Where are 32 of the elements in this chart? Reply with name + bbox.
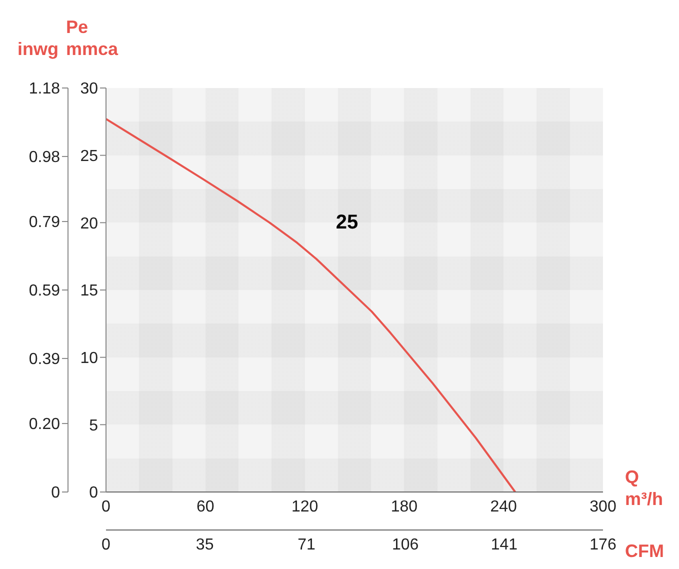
y2-tick-label: 0.59 <box>28 282 60 300</box>
y-axis-title: Pe mmca <box>66 16 118 60</box>
x-tick-label: 300 <box>590 498 616 516</box>
y2-tick-label: 0.39 <box>28 351 60 368</box>
y2-axis-title: inwg <box>18 39 58 59</box>
y2-tick-label: 0.79 <box>28 214 60 232</box>
x2-tick-label: 71 <box>298 536 316 554</box>
x-tick-label: 120 <box>291 498 318 516</box>
x-tick-label: 240 <box>490 498 518 516</box>
y2-tick-label: 0 <box>51 484 60 502</box>
y-tick-label: 20 <box>80 215 98 232</box>
y2-tick-label: 0.98 <box>28 149 60 166</box>
x-tick-label: 180 <box>390 498 418 516</box>
x2-tick-label: 106 <box>392 536 419 554</box>
y-tick-label: 25 <box>80 148 98 166</box>
y-tick-label: 5 <box>89 417 98 434</box>
y2-tick-label: 1.18 <box>28 80 60 98</box>
annotation: 25 <box>336 212 358 235</box>
x-tick-label: 0 <box>102 498 111 516</box>
x2-tick-label: 35 <box>196 536 214 554</box>
line-series <box>106 118 516 492</box>
y-tick-label: 30 <box>80 80 98 98</box>
x-axis-title: Q m³/h <box>625 466 663 510</box>
x2-tick-label: 141 <box>490 536 518 554</box>
y-tick-label: 10 <box>80 350 98 368</box>
x2-tick-label: 176 <box>590 536 616 554</box>
x2-tick-label: 0 <box>102 536 111 554</box>
x2-axis-title: CFM <box>625 540 664 562</box>
y2-tick-label: 0.20 <box>28 416 60 434</box>
y-tick-label: 15 <box>80 282 98 300</box>
y-tick-label: 0 <box>89 484 98 502</box>
x-tick-label: 60 <box>196 498 214 516</box>
